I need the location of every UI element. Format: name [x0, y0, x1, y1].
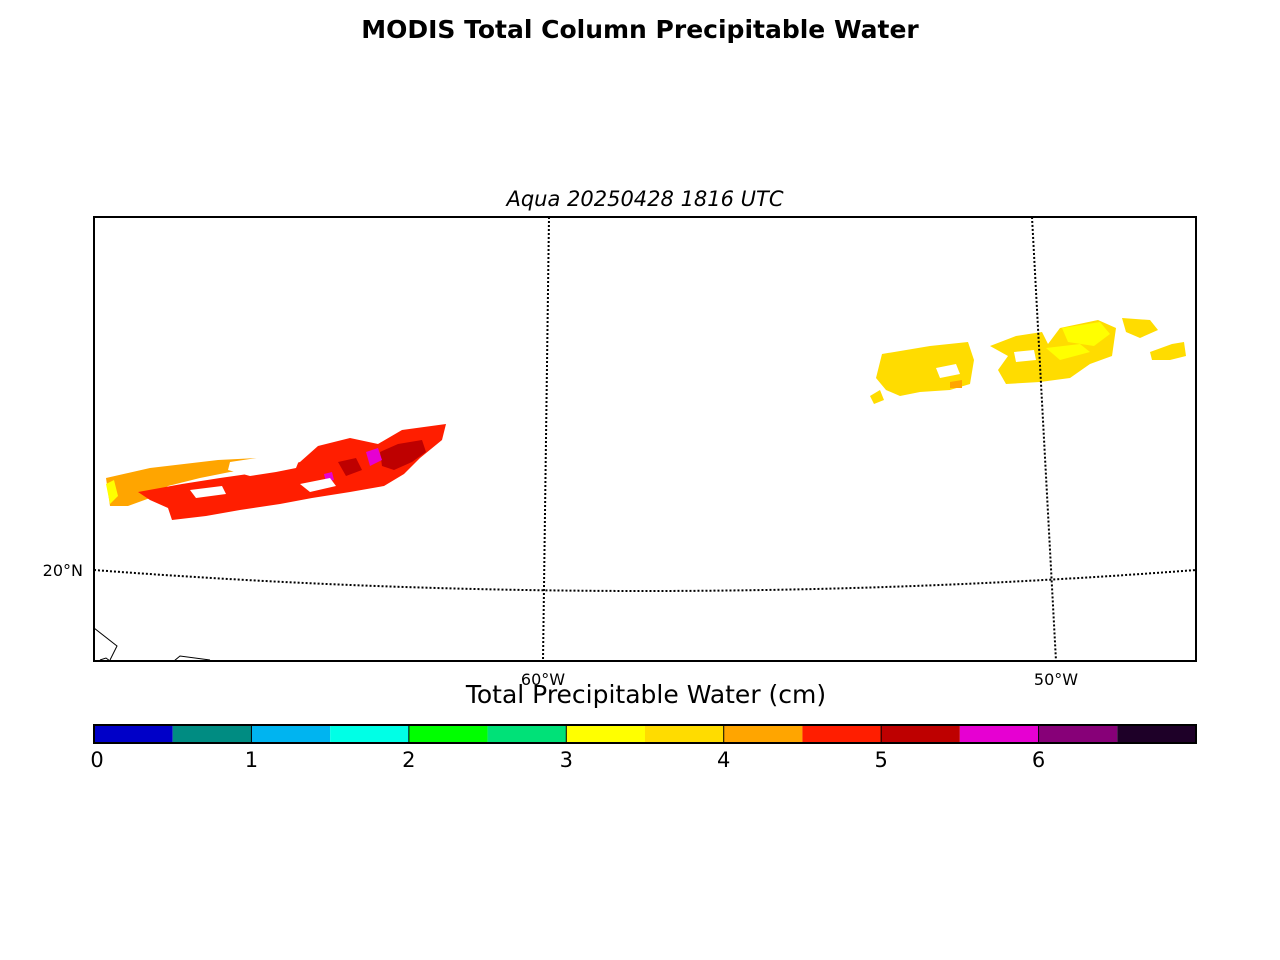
west-swath-gap-2	[300, 478, 336, 492]
tpw-field-west	[106, 424, 446, 520]
east-swath-orange-speck	[950, 380, 962, 388]
colorbar-bin	[723, 725, 803, 743]
coastline-island-1	[94, 627, 118, 661]
colorbar-tick-label: 0	[90, 748, 103, 772]
graticule	[94, 217, 1196, 661]
colorbar-bin	[802, 725, 882, 743]
west-swath-red	[138, 424, 446, 520]
lon-label-50w: 50°W	[1034, 670, 1078, 689]
east-swath-yellow-2	[1046, 344, 1090, 360]
lon-label-60w: 60°W	[521, 670, 565, 689]
colorbar-bin	[172, 725, 252, 743]
coastline-island-3	[173, 655, 211, 661]
east-swath-gap-2	[1014, 350, 1036, 362]
colorbar-bin	[408, 725, 488, 743]
colorbar-tick-label: 1	[245, 748, 258, 772]
colorbar-bin	[94, 725, 173, 743]
colorbar-bin	[959, 725, 1039, 743]
colorbar-bin	[881, 725, 960, 743]
colorbar-bin	[645, 725, 724, 743]
colorbar-frame	[93, 724, 1197, 744]
colorbar-label: Total Precipitable Water (cm)	[465, 680, 826, 709]
map-subtitle: Aqua 20250428 1816 UTC	[504, 187, 783, 211]
colorbar-tick-label: 3	[560, 748, 573, 772]
colorbar-tick-label: 6	[1032, 748, 1045, 772]
colorbar-bin	[330, 725, 409, 743]
west-swath-darkred-2	[338, 458, 362, 476]
east-swath-fringe	[870, 390, 884, 404]
tpw-field-east	[870, 318, 1186, 404]
colorbar-tick-label: 4	[717, 748, 730, 772]
east-swath-gold-3	[1122, 318, 1158, 338]
colorbar-bin	[1117, 725, 1196, 743]
east-swath-gold-4	[1150, 342, 1186, 360]
east-swath-yellow	[1062, 322, 1110, 346]
west-swath-magenta	[366, 448, 382, 466]
east-swath-gap	[936, 364, 960, 378]
map-frame	[93, 216, 1197, 662]
west-swath-gap-3	[190, 486, 226, 498]
west-swath-gap	[228, 456, 300, 476]
map-area	[94, 217, 1196, 661]
colorbar-tick-label: 5	[874, 748, 887, 772]
east-swath-gold	[876, 342, 974, 396]
west-swath-darkred	[380, 440, 426, 470]
colorbar-bin	[487, 725, 567, 743]
colorbar-bin	[1038, 725, 1118, 743]
west-swath-yellow	[106, 480, 118, 504]
parallel-20n	[94, 569, 1196, 592]
map-background	[94, 217, 1196, 661]
colorbar-bin	[251, 725, 331, 743]
colorbar-bin	[566, 725, 645, 743]
colorbar-ticks: 0 1 2 3 4 5 6	[90, 748, 1045, 772]
figure-title: MODIS Total Column Precipitable Water	[361, 15, 919, 44]
lat-label-20n: 20°N	[43, 561, 83, 580]
colorbar	[93, 724, 1197, 744]
colorbar-tick-label: 2	[402, 748, 415, 772]
